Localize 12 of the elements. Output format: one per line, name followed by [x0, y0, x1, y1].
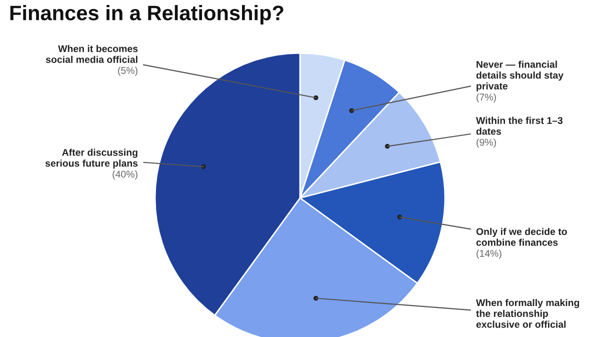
data-label: (5%): [118, 66, 138, 76]
slice-label: Only if we decide to combine finances: [476, 228, 567, 246]
slice-label: Never — financial details should stay private: [476, 60, 564, 92]
chart-title: Finances in a Relationship?: [10, 5, 284, 24]
slice-label: When it becomes social media official: [46, 45, 138, 63]
data-label: (14%): [476, 250, 502, 259]
data-label: (7%): [476, 93, 496, 102]
slice-label: When formally making the relationship exclusive or official: [476, 299, 580, 328]
slice-label: Within the first 1–3 dates: [476, 116, 563, 135]
data-label: (40%): [112, 170, 138, 180]
data-label: (9%): [476, 138, 496, 148]
slice-label: After discussing serious future plans: [45, 148, 138, 169]
